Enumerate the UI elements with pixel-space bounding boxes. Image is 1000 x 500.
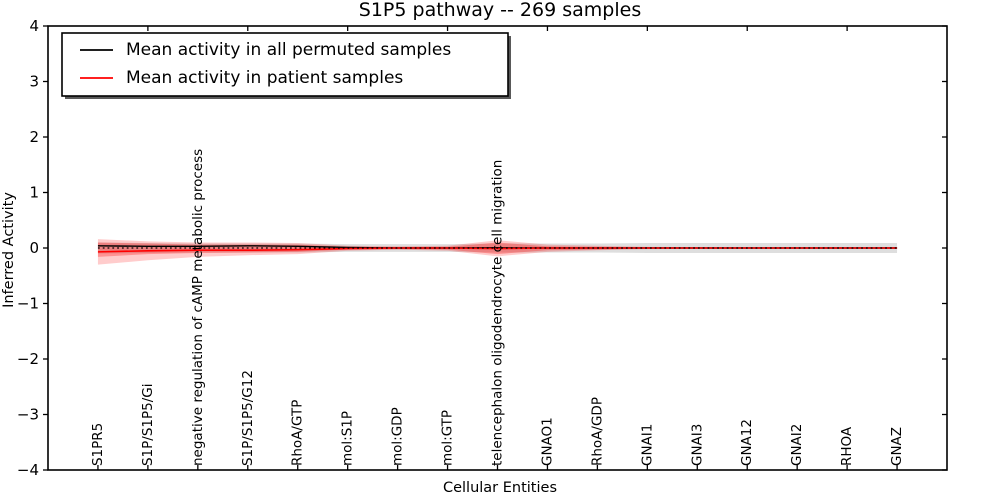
y-axis-label: Inferred Activity <box>1 192 17 308</box>
y-tick-label: 0 <box>29 239 39 257</box>
legend-box <box>61 32 509 97</box>
y-tick-label: 3 <box>29 73 39 91</box>
x-tick-label: mol:GDP <box>390 407 406 466</box>
y-tick-label: −3 <box>17 406 39 424</box>
x-tick-label: S1P/S1P5/G12 <box>240 370 256 466</box>
x-tick-label: GNAI2 <box>789 424 805 466</box>
y-tick-label: 1 <box>29 184 39 202</box>
x-tick-label: RhoA/GTP <box>290 400 306 466</box>
x-tick-label: S1PR5 <box>90 423 106 466</box>
x-tick-label: mol:S1P <box>340 411 356 466</box>
x-tick-label: GNAI3 <box>689 424 705 466</box>
x-tick-label: negative regulation of cAMP metabolic pr… <box>190 149 206 466</box>
legend-label-permuted: Mean activity in all permuted samples <box>126 40 451 60</box>
legend: Mean activity in all permuted samples Me… <box>61 32 511 99</box>
x-tick-label: mol:GTP <box>440 410 456 466</box>
mean-lines-layer <box>97 245 898 253</box>
legend-label-patient: Mean activity in patient samples <box>126 68 403 88</box>
x-tick-label: GNAO1 <box>539 417 555 466</box>
y-tick-label: 4 <box>29 17 39 35</box>
x-tick-label: S1P/S1P5/Gi <box>140 384 156 467</box>
y-tick-label: −1 <box>17 295 39 313</box>
x-tick-label: RHOA <box>839 426 855 466</box>
x-tick-label: telencephalon oligodendrocyte cell migra… <box>490 160 506 466</box>
patient-std-outer-band <box>97 239 898 265</box>
y-tick-label: −2 <box>17 350 39 368</box>
y-tick-label: −4 <box>17 461 39 479</box>
chart-title: S1P5 pathway -- 269 samples <box>359 0 641 21</box>
y-tick-label: 2 <box>29 128 39 146</box>
axes-frame-layer: 4 3 2 1 0 −1 −2 −3 −4 S1PR5 S1P/S1P5/Gi negative re… <box>17 17 948 479</box>
x-tick-label: GNAZ <box>889 427 905 466</box>
x-tick-label: RhoA/GDP <box>589 397 605 466</box>
x-axis-label: Cellular Entities <box>443 480 557 496</box>
x-tick-label: GNA12 <box>739 419 755 466</box>
x-tick-label: GNAI1 <box>639 424 655 466</box>
